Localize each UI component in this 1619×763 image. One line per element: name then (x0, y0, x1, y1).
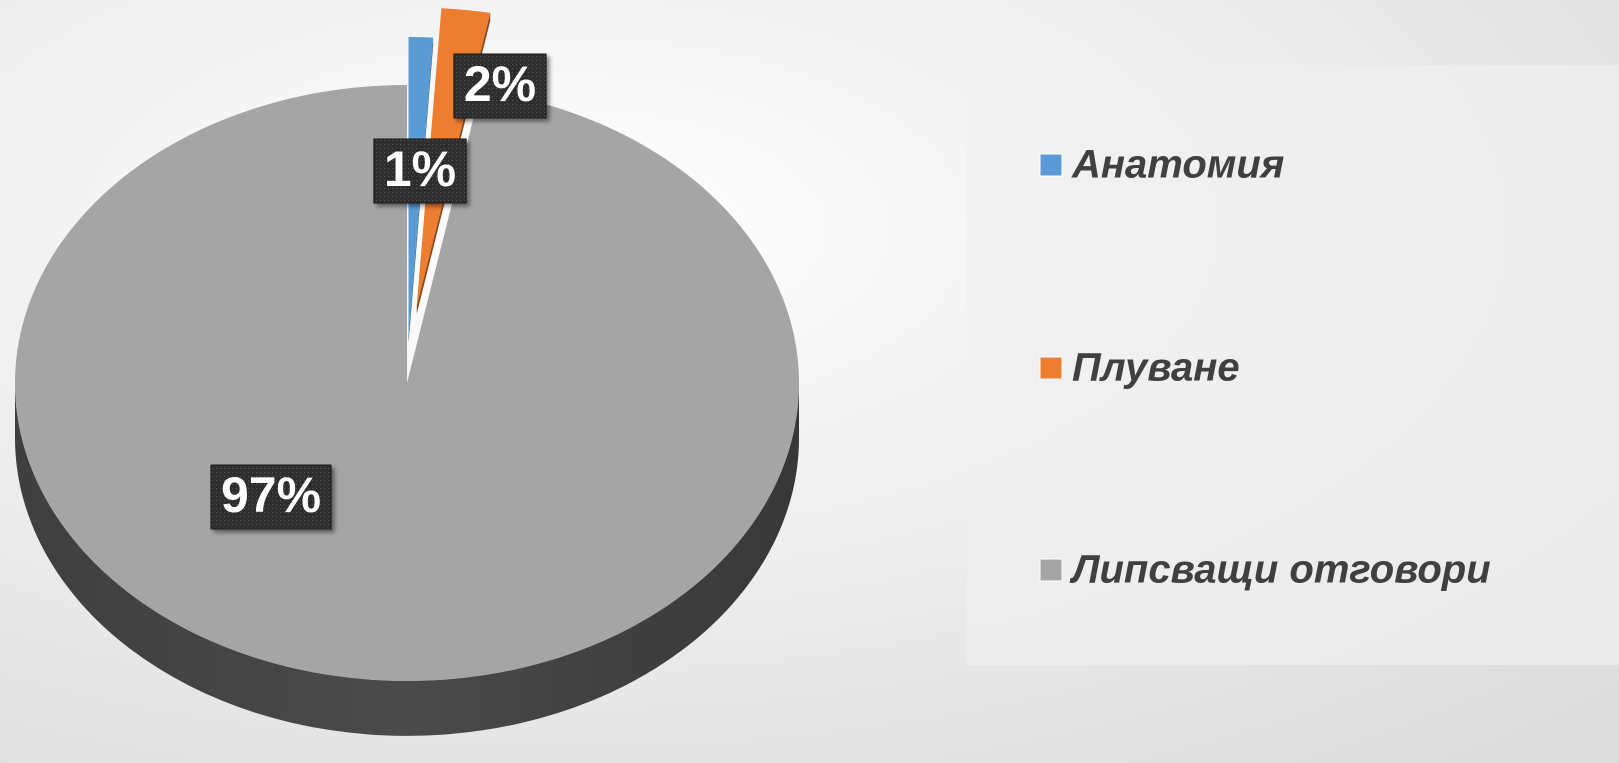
legend-swatch (1039, 153, 1063, 177)
data-label-box (373, 138, 467, 204)
legend-panel (967, 65, 1619, 665)
data-label-text: 97% (221, 467, 321, 523)
data-label-box (210, 464, 332, 530)
data-label-text: 1% (384, 141, 456, 197)
legend-label: Плуване (1072, 346, 1240, 390)
legend-label: Анатомия (1071, 143, 1284, 187)
data-labels: 1%2% 97% (210, 53, 547, 530)
slice-side-shade (15, 383, 799, 736)
data-label-text: 2% (464, 56, 536, 112)
legend-label: Липсващи отговори (1069, 548, 1491, 592)
data-label: 97% (210, 464, 332, 530)
legend: Анатомия Плуване Липсващи отговори (1039, 143, 1491, 592)
data-label: 2% (453, 53, 547, 119)
legend-swatch (1039, 356, 1063, 380)
legend-swatch (1039, 558, 1063, 582)
slice (14, 85, 799, 682)
data-label-box (453, 53, 547, 119)
data-label: 1% (373, 138, 467, 204)
